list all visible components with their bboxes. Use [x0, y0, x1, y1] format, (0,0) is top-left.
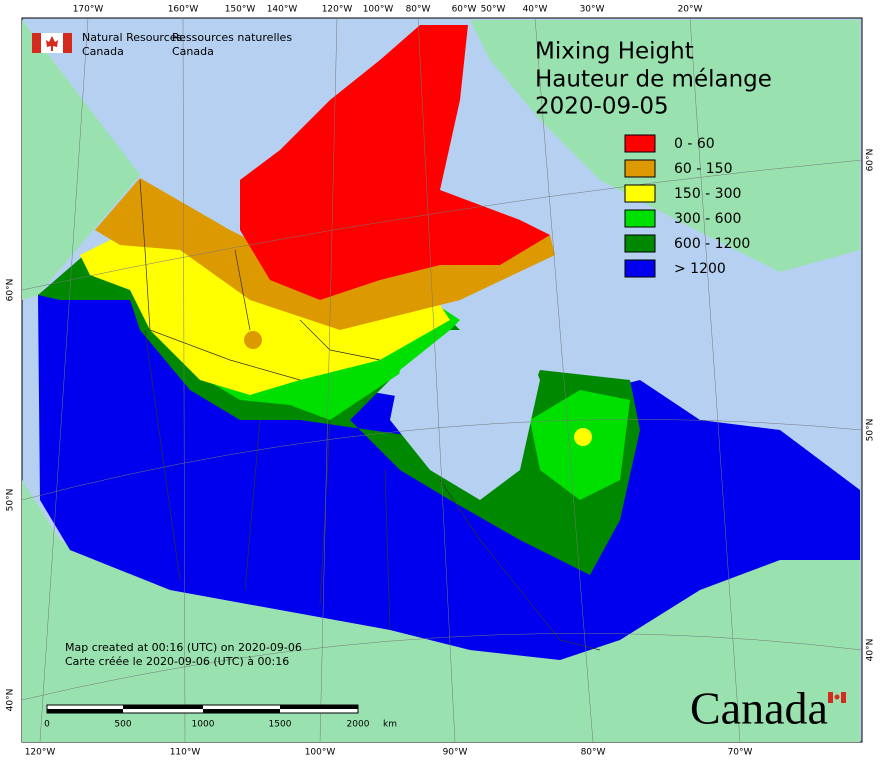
- flag-bar: [63, 33, 72, 53]
- lon-label: 70°W: [728, 748, 753, 758]
- lon-label: 120°W: [322, 5, 353, 15]
- note: Carte créée le 2020-09-06 (UTC) à 00:16: [65, 655, 289, 668]
- flag-bar: [841, 692, 846, 703]
- scale-segment: [123, 705, 203, 709]
- scale-label: 1500: [269, 720, 292, 730]
- lon-label: 60°W: [452, 5, 477, 15]
- flag-leaf: [834, 694, 840, 700]
- scale-segment: [280, 705, 358, 709]
- legend-swatch: [624, 184, 656, 203]
- legend-label: 0 - 60: [674, 136, 715, 152]
- note: Map created at 00:16 (UTC) on 2020-09-06: [65, 641, 302, 654]
- legend-swatch: [624, 159, 656, 178]
- scale-segment: [47, 709, 123, 713]
- lon-label: 50°W: [481, 5, 506, 15]
- legend-swatch: [624, 209, 656, 228]
- lat-label: 60°N: [6, 279, 16, 302]
- logo: Natural Resources Canada Ressources natu…: [32, 31, 292, 58]
- lon-label: 80°W: [406, 5, 431, 15]
- spot: [244, 331, 262, 349]
- title: 2020-09-05: [535, 94, 669, 120]
- lon-label: 20°W: [678, 5, 703, 15]
- wordmark: Canada: [690, 683, 828, 734]
- usa: [22, 480, 860, 742]
- scale-label: 0: [44, 720, 50, 730]
- lon-label: 100°W: [363, 5, 394, 15]
- lon-label: 170°W: [73, 5, 104, 15]
- boundaries: [21, 17, 863, 743]
- legend-swatch: [624, 134, 656, 153]
- lat-label: 60°N: [866, 149, 876, 172]
- scale-label: 500: [114, 720, 131, 730]
- flag-bar: [32, 33, 41, 53]
- lat-label: 40°N: [6, 689, 16, 712]
- logo-en: Canada: [82, 45, 124, 58]
- spot: [574, 428, 592, 446]
- logo-fr: Ressources naturelles: [172, 31, 292, 44]
- lon-label: 120°W: [25, 748, 56, 758]
- zone-0: [240, 25, 550, 300]
- logo-en: Natural Resources: [82, 31, 183, 44]
- lon-label: 110°W: [170, 748, 201, 758]
- legend-label: 600 - 1200: [674, 236, 750, 252]
- logo-fr: Canada: [172, 45, 214, 58]
- lon-label: 40°W: [523, 5, 548, 15]
- hudson-bay: [390, 330, 540, 500]
- legend-swatch: [624, 259, 656, 278]
- zone-150: [80, 225, 450, 395]
- lat-label: 40°N: [866, 639, 876, 662]
- province-lines: [139, 179, 601, 651]
- legend-label: 150 - 300: [674, 186, 741, 202]
- graticule: [21, 17, 863, 743]
- legend-label: 60 - 150: [674, 161, 733, 177]
- lon-label: 100°W: [305, 748, 336, 758]
- scale-label: 1000: [192, 720, 215, 730]
- lon-label: 160°W: [168, 5, 199, 15]
- zone-60: [95, 178, 555, 330]
- scale-segment: [203, 709, 280, 713]
- title: Hauteur de mélange: [535, 67, 772, 93]
- flag-bar: [828, 692, 833, 703]
- legend-label: 300 - 600: [674, 211, 741, 227]
- scale-bar: km: [46, 704, 397, 730]
- wordmark-flag: [828, 692, 846, 703]
- lon-label: 150°W: [225, 5, 256, 15]
- legend-label: > 1200: [674, 261, 726, 277]
- lat-label: 50°N: [6, 489, 16, 512]
- lon-label: 80°W: [581, 748, 606, 758]
- land: [22, 20, 860, 742]
- lon-label: 90°W: [443, 748, 468, 758]
- lat-label: 50°N: [866, 419, 876, 442]
- scale-label: 2000: [347, 720, 370, 730]
- greenland: [470, 20, 860, 272]
- flag-leaf: [46, 36, 58, 51]
- title: Mixing Height: [535, 39, 694, 65]
- lon-label: 140°W: [267, 5, 298, 15]
- legend-swatch: [624, 234, 656, 253]
- scale-unit: km: [383, 720, 397, 730]
- lon-label: 30°W: [580, 5, 605, 15]
- alaska: [22, 20, 140, 300]
